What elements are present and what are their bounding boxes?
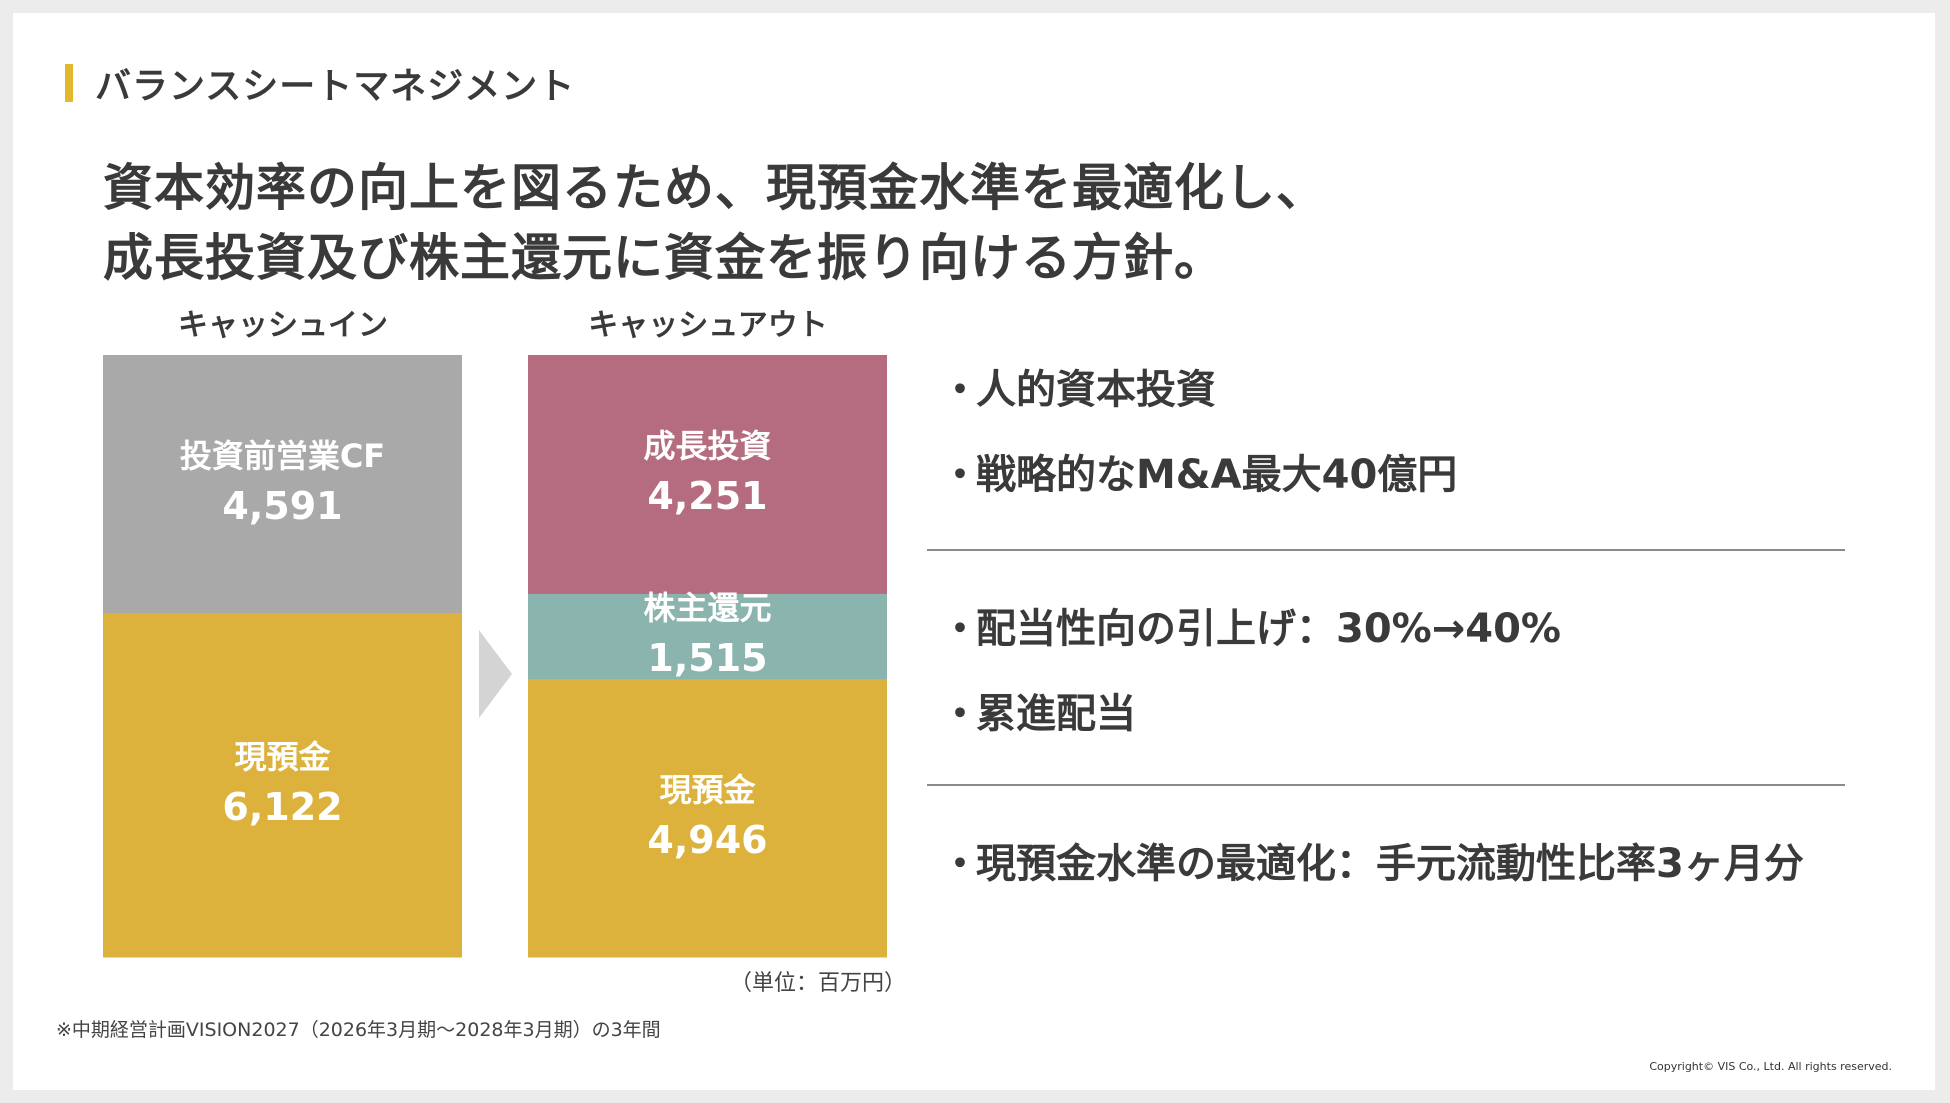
headline: 資本効率の向上を図るため、現預金水準を最適化し、 成長投資及び株主還元に資金を振… (103, 153, 1327, 293)
headline-line-2: 成長投資及び株主還元に資金を振り向ける方針。 (103, 229, 1225, 287)
bullet-progressive-dividend: ・累進配当 (940, 681, 1136, 739)
segment-label-shareholder-out: 株主還元 1,515 (528, 586, 887, 686)
divider-1 (927, 549, 1845, 551)
bullet-marker: ・ (940, 841, 980, 887)
bar-segment-operating_cf-in (103, 355, 462, 614)
segment-name: 成長投資 (643, 427, 772, 466)
section-accent-bar (65, 64, 73, 102)
bullet-marker: ・ (940, 691, 980, 737)
bullet-human-capital: ・人的資本投資 (940, 357, 1216, 415)
headline-line-1: 資本効率の向上を図るため、現預金水準を最適化し、 (103, 159, 1327, 217)
bar-segment-growth-out (528, 355, 887, 595)
bar-segment-shareholder-out (528, 593, 887, 680)
segment-label-operating_cf-in: 投資前営業CF 4,591 (103, 434, 462, 534)
segment-value: 4,946 (647, 818, 768, 863)
segment-value: 1,515 (647, 636, 768, 681)
segment-label-cash-in: 現預金 6,122 (103, 735, 462, 835)
bullet-cash-optimization: ・現預金水準の最適化：手元流動性比率3ヶ月分 (940, 831, 1804, 889)
bullet-marker: ・ (940, 452, 980, 498)
segment-label-growth-out: 成長投資 4,251 (528, 424, 887, 524)
section-title: バランスシートマネジメント (65, 61, 575, 107)
segment-name: 投資前営業CF (179, 436, 386, 475)
segment-value: 4,591 (222, 483, 343, 528)
unit-note: （単位：百万円） (730, 971, 907, 996)
copyright: Copyright© VIS Co., Ltd. All rights rese… (1649, 1060, 1892, 1073)
segment-value: 6,122 (222, 784, 343, 829)
bar-segment-cash-in (103, 612, 462, 958)
segment-label-cash-out: 現預金 4,946 (528, 768, 887, 868)
bullet-marker: ・ (940, 367, 980, 413)
cash-out-label: キャッシュアウト (588, 308, 828, 343)
segment-value: 4,251 (647, 474, 768, 519)
bar-segment-cash-out (528, 679, 887, 958)
section-title-text: バランスシートマネジメント (95, 66, 576, 107)
divider-2 (927, 784, 1845, 786)
flow-arrow-icon (479, 630, 512, 718)
bullet-payout-ratio: ・配当性向の引上げ：30%→40% (940, 596, 1561, 654)
bullet-ma: ・戦略的なM&A最大40億円 (940, 442, 1457, 500)
cash-in-label: キャッシュイン (178, 308, 388, 343)
footnote: ※中期経営計画VISION2027（2026年3月期～2028年3月期）の3年間 (56, 1019, 661, 1041)
segment-name: 現預金 (659, 771, 756, 810)
bullet-marker: ・ (940, 606, 980, 652)
segment-name: 株主還元 (643, 589, 772, 628)
segment-name: 現預金 (234, 737, 331, 776)
